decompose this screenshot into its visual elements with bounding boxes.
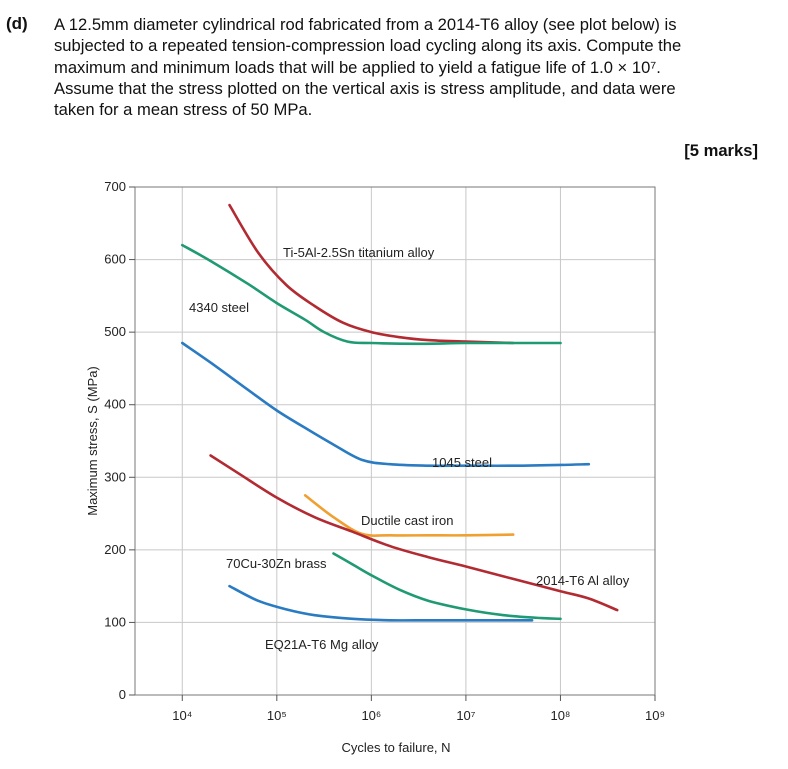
label-2014-al-alloy: 2014-T6 Al alloy <box>536 573 630 588</box>
y-tick-label: 400 <box>104 397 126 412</box>
question-label: (d) <box>6 14 28 33</box>
label-1045-steel: 1045 steel <box>432 455 492 470</box>
y-tick-label: 300 <box>104 469 126 484</box>
label-brass: 70Cu-30Zn brass <box>226 556 327 571</box>
x-axis-label: Cycles to failure, N <box>341 740 450 755</box>
marks-label: [5 marks] <box>684 141 758 160</box>
y-tick-label: 100 <box>104 614 126 629</box>
y-axis-label: Maximum stress, S (MPa) <box>85 366 100 516</box>
question-text: A 12.5mm diameter cylindrical rod fabric… <box>54 14 774 120</box>
series-line-ti-5al-2-5sn-titanium-alloy <box>228 203 515 345</box>
series-line-4340-steel <box>181 243 562 346</box>
series-line-70cu-30zn-brass <box>332 552 562 621</box>
x-tick-label: 10⁷ <box>456 708 475 723</box>
x-tick-label: 10⁸ <box>550 708 570 723</box>
label-4340-steel: 4340 steel <box>189 300 249 315</box>
chart-axes <box>134 186 656 696</box>
plot-frame <box>134 186 656 696</box>
series-line-1045-steel <box>181 341 591 468</box>
question-line: subjected to a repeated tension-compress… <box>54 36 682 56</box>
question-line: maximum and minimum loads that will be a… <box>54 57 661 77</box>
x-tick-label: 10⁵ <box>267 708 287 723</box>
label-ti-alloy: Ti-5Al-2.5Sn titanium alloy <box>283 245 435 260</box>
y-tick-label: 200 <box>104 542 126 557</box>
chart-series <box>181 203 619 622</box>
x-tick-label: 10⁹ <box>645 708 665 723</box>
question-line: taken for a mean stress of 50 MPa. <box>54 100 313 120</box>
y-tick-label: 0 <box>119 687 126 702</box>
y-tick-label: 600 <box>104 252 126 267</box>
x-tick-label: 10⁶ <box>361 708 381 723</box>
series-line-eq21a-t6-mg-alloy <box>228 584 534 622</box>
question-line: A 12.5mm diameter cylindrical rod fabric… <box>54 15 677 34</box>
y-tick-labels: 0 100 200 300 400 500 600 700 <box>104 179 135 702</box>
x-tick-labels: 10⁴ 10⁵ 10⁶ 10⁷ 10⁸ 10⁹ <box>172 695 665 723</box>
x-tick-label: 10⁴ <box>172 708 192 723</box>
y-tick-label: 700 <box>104 179 126 194</box>
label-ductile-cast-iron: Ductile cast iron <box>361 513 453 528</box>
series-line-ductile-cast-iron <box>303 494 515 537</box>
series-line-2014-t6-al-alloy <box>209 454 619 612</box>
question-line: Assume that the stress plotted on the ve… <box>54 78 676 98</box>
label-mg-alloy: EQ21A-T6 Mg alloy <box>265 637 379 652</box>
series-labels: Ti-5Al-2.5Sn titanium alloy 4340 steel 1… <box>189 245 630 652</box>
y-tick-label: 500 <box>104 324 126 339</box>
